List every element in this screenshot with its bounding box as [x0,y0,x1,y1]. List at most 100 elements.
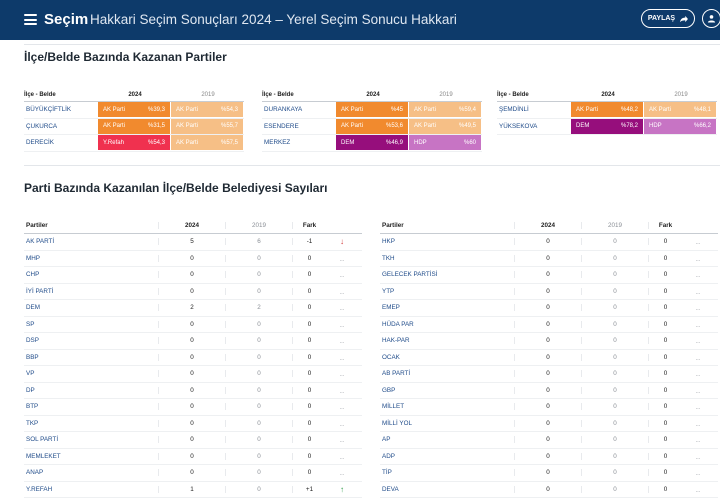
no-change-icon: ... [695,372,700,378]
district-name-link[interactable]: BÜYÜKÇİFTLİK [24,106,98,113]
party-name-link[interactable]: DSP [24,337,158,344]
no-change-icon: ... [339,471,344,477]
no-change-icon: ... [339,455,344,461]
district-name-link[interactable]: MERKEZ [262,139,336,146]
result-2019-badge: AK Parti%55,7 [171,119,243,134]
trend-indicator: ... [678,237,718,246]
party-label: AK Parti [103,123,125,129]
count-2019: 6 [225,238,292,245]
party-name-link[interactable]: HÜDA PAR [380,321,514,328]
district-name-link[interactable]: DURANKAYA [262,106,336,113]
party-name-link[interactable]: HKP [380,238,514,245]
count-2019: 0 [225,271,292,278]
party-name-link[interactable]: EMEP [380,304,514,311]
trend-indicator: ... [678,254,718,263]
no-change-icon: ... [695,488,700,494]
no-change-icon: ... [695,455,700,461]
party-name-link[interactable]: DP [24,387,158,394]
party-name-link[interactable]: SP [24,321,158,328]
party-name-link[interactable]: AB PARTİ [380,370,514,377]
party-name-link[interactable]: TKP [24,420,158,427]
site-logo[interactable]: Seçim [44,11,88,28]
count-2024: 0 [514,321,581,328]
diff-value: 0 [648,238,678,245]
district-table-header: İlçe - Belde 2024 2019 [262,88,482,102]
party-name-link[interactable]: MİLLET [380,403,514,410]
result-2019-badge: AK Parti%59,4 [409,102,481,117]
diff-value: 0 [648,321,678,328]
party-label: AK Parti [176,107,198,113]
party-name-link[interactable]: DEM [24,304,158,311]
count-2024: 0 [158,271,225,278]
district-name-link[interactable]: ESENDERE [262,123,336,130]
party-name-link[interactable]: İYİ PARTİ [24,288,158,295]
party-name-link[interactable]: GBP [380,387,514,394]
party-name-link[interactable]: Y.REFAH [24,486,158,493]
party-name-link[interactable]: TİP [380,469,514,476]
trend-indicator: ... [322,452,362,461]
no-change-icon: ... [339,290,344,296]
district-name-link[interactable]: DERECİK [24,139,98,146]
party-name-link[interactable]: MİLLİ YOL [380,420,514,427]
no-change-icon: ... [695,240,700,246]
party-name-link[interactable]: OCAK [380,354,514,361]
party-name-link[interactable]: ADP [380,453,514,460]
district-name-link[interactable]: ÇUKURCA [24,123,98,130]
trend-indicator: ... [322,468,362,477]
result-2019-badge: AK Parti%54,3 [171,102,243,117]
party-name-link[interactable]: SOL PARTİ [24,436,158,443]
share-button-label: PAYLAŞ [648,15,675,22]
count-2019: 0 [581,271,648,278]
col-2024: 2024 [514,222,581,229]
party-name-link[interactable]: CHP [24,271,158,278]
party-name-link[interactable]: DEVA [380,486,514,493]
district-name-link[interactable]: ŞEMDİNLİ [497,106,571,113]
party-name-link[interactable]: MEMLEKET [24,453,158,460]
count-2024: 0 [158,354,225,361]
col-diff: Fark [648,222,678,229]
trend-indicator: ... [678,485,718,494]
count-2019: 0 [225,337,292,344]
party-name-link[interactable]: BTP [24,403,158,410]
party-table-header: Partiler 2024 2019 Fark [24,218,362,234]
count-2019: 0 [225,321,292,328]
no-change-icon: ... [339,273,344,279]
party-name-link[interactable]: AK PARTİ [24,238,158,245]
diff-value: 0 [292,255,322,262]
user-account-button[interactable] [702,9,720,28]
party-name-link[interactable]: VP [24,370,158,377]
party-name-link[interactable]: TKH [380,255,514,262]
hamburger-menu-icon[interactable] [24,14,37,25]
trend-indicator: ... [678,320,718,329]
party-name-link[interactable]: YTP [380,288,514,295]
party-name-link[interactable]: BBP [24,354,158,361]
no-change-icon: ... [695,306,700,312]
count-2024: 0 [514,486,581,493]
no-change-icon: ... [339,339,344,345]
count-2024: 0 [514,453,581,460]
party-name-link[interactable]: AP [380,436,514,443]
party-name-link[interactable]: ANAP [24,469,158,476]
no-change-icon: ... [695,339,700,345]
party-name-link[interactable]: MHP [24,255,158,262]
districts-section-title: İlçe/Belde Bazında Kazanan Partiler [24,50,227,64]
count-2019: 0 [225,453,292,460]
arrow-down-icon: ↓ [340,237,344,246]
party-name-link[interactable]: GELECEK PARTİSİ [380,271,514,278]
district-name-link[interactable]: YÜKSEKOVA [497,123,571,130]
party-name-link[interactable]: HAK-PAR [380,337,514,344]
share-button[interactable]: PAYLAŞ [641,9,695,28]
trend-indicator: ... [678,419,718,428]
vote-share: %53,6 [386,123,403,129]
